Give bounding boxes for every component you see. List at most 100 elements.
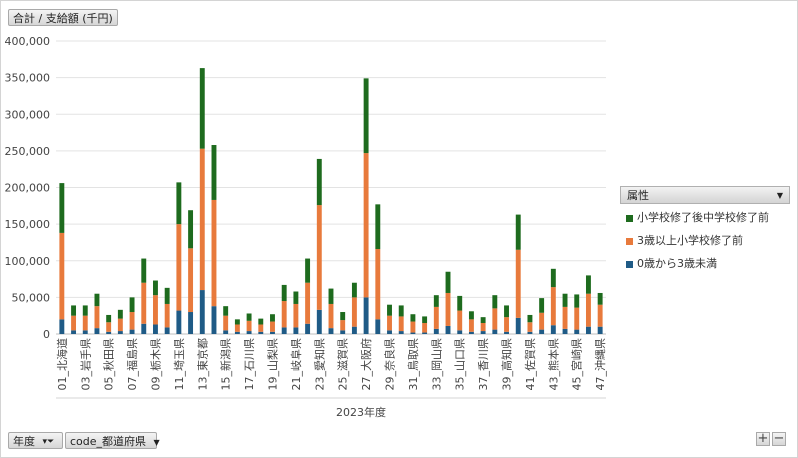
bar-segment xyxy=(316,205,322,310)
bar-segment xyxy=(176,182,182,225)
x-tick-label: 43_熊本県 xyxy=(546,338,560,391)
bar-segment xyxy=(445,292,451,326)
x-tick-label-group: 13_東京都 xyxy=(195,338,209,391)
bar-segment xyxy=(316,158,322,206)
x-tick-label-group: 23_愛知県 xyxy=(312,338,326,391)
bar-segment xyxy=(305,282,311,324)
x-tick-label: 05_秋田県 xyxy=(102,338,116,391)
x-tick-label: 15_新潟県 xyxy=(219,338,233,391)
bar-segment xyxy=(340,312,346,321)
bar-segment xyxy=(246,313,252,321)
prefecture-field-label: code_都道府県 xyxy=(70,435,147,448)
bar-segment xyxy=(117,331,123,334)
bar-segment xyxy=(410,314,416,322)
bar-segment xyxy=(281,327,287,334)
bar-segment xyxy=(457,295,463,311)
bar-segment xyxy=(82,305,88,316)
bar-segment xyxy=(293,327,299,334)
bar-segment xyxy=(199,68,205,149)
collapse-button[interactable]: − xyxy=(772,431,786,446)
bar-segment xyxy=(457,330,463,334)
bar-segment xyxy=(457,310,463,331)
bar-segment xyxy=(480,317,486,324)
value-field-button[interactable]: 合計 / 支給額 (千円) xyxy=(8,9,118,26)
x-tick-label-group: 37_香川県 xyxy=(477,338,490,391)
bar-segment xyxy=(480,331,486,334)
bar-segment xyxy=(574,294,580,308)
x-tick-label-group: 15_新潟県 xyxy=(219,338,233,391)
bar-segment xyxy=(550,268,556,288)
bar-segment xyxy=(375,204,381,250)
legend-item-middle: 3歳以上小学校修了前 xyxy=(626,232,743,248)
bar-segment xyxy=(106,322,112,332)
bar-segment xyxy=(562,328,568,334)
bar-segment xyxy=(59,183,65,233)
bar-segment xyxy=(515,249,521,318)
x-tick-label-group: 41_佐賀県 xyxy=(523,338,537,391)
legend-label: 0歳から3歳未満 xyxy=(637,257,717,270)
bar-segment xyxy=(188,210,194,249)
x-tick-label-group: 05_秋田県 xyxy=(102,338,116,391)
x-tick-label-group: 27_大阪府 xyxy=(359,338,373,391)
x-tick-label-group: 09_栃木県 xyxy=(148,338,162,391)
bar-segment xyxy=(59,232,65,320)
prefecture-field-button[interactable]: code_都道府県 ▼ xyxy=(65,432,160,449)
bar-segment xyxy=(223,315,229,331)
bar-segment xyxy=(445,271,451,293)
bar-segment xyxy=(71,305,77,316)
bar-segment xyxy=(199,148,205,291)
bar-segment xyxy=(539,298,545,313)
bar-segment xyxy=(504,305,509,318)
value-field-label: 合計 / 支給額 (千円) xyxy=(13,12,113,25)
bar-segment xyxy=(363,153,369,298)
legend-label: 3歳以上小学校修了前 xyxy=(637,234,743,247)
bar-segment xyxy=(328,288,334,304)
bar-segment xyxy=(515,317,521,334)
bar-segment xyxy=(164,303,170,328)
bar-segment xyxy=(562,306,568,329)
bar-segment xyxy=(94,306,100,329)
bar-segment xyxy=(585,293,591,327)
bar-segment xyxy=(281,301,287,328)
bar-segment xyxy=(211,306,217,334)
bar-segment xyxy=(305,258,311,283)
year-filter-button[interactable]: 年度 ▾⏷ xyxy=(8,432,63,449)
y-tick-label: 0 xyxy=(43,328,50,341)
bar-segment xyxy=(153,324,158,334)
bar-segment xyxy=(387,304,392,316)
x-tick-label-group: 01_北海道 xyxy=(55,338,69,391)
bar-segment xyxy=(468,331,474,334)
bar-segment xyxy=(597,292,603,305)
bar-segment xyxy=(188,248,194,313)
x-tick-label-group: 25_滋賀県 xyxy=(337,338,350,391)
bar-segment xyxy=(246,320,252,332)
bar-segment xyxy=(234,324,240,332)
bar-segment xyxy=(585,326,591,334)
x-tick-label: 09_栃木県 xyxy=(148,338,162,391)
y-tick-label: 300,000 xyxy=(5,108,51,121)
year-filter-label: 年度 xyxy=(13,435,35,448)
bar-segment xyxy=(129,329,135,334)
x-tick-label-group: 29_奈良県 xyxy=(383,338,397,391)
bar-segment xyxy=(363,78,369,154)
bar-segment xyxy=(211,199,217,307)
x-tick-label: 07_福島県 xyxy=(125,338,139,391)
expand-button[interactable]: + xyxy=(756,431,770,446)
bar-segment xyxy=(71,315,77,331)
x-tick-label: 25_滋賀県 xyxy=(337,338,350,391)
bar-segment xyxy=(281,284,287,302)
bar-segment xyxy=(106,314,112,323)
legend-swatch xyxy=(626,260,633,268)
x-tick-label-group: 31_鳥取県 xyxy=(406,338,420,391)
y-tick-label: 400,000 xyxy=(5,35,51,48)
x-tick-label: 39_高知県 xyxy=(500,338,514,391)
bar-segment xyxy=(574,307,580,330)
bar-segment xyxy=(410,332,416,334)
bar-segment xyxy=(492,329,498,334)
x-tick-label: 03_岩手県 xyxy=(78,338,92,391)
x-tick-label: 21_岐阜県 xyxy=(290,338,303,391)
bar-segment xyxy=(504,317,509,332)
legend-field-button[interactable]: 属性 ▼ xyxy=(620,186,790,204)
x-tick-label-group: 07_福島県 xyxy=(125,338,139,391)
